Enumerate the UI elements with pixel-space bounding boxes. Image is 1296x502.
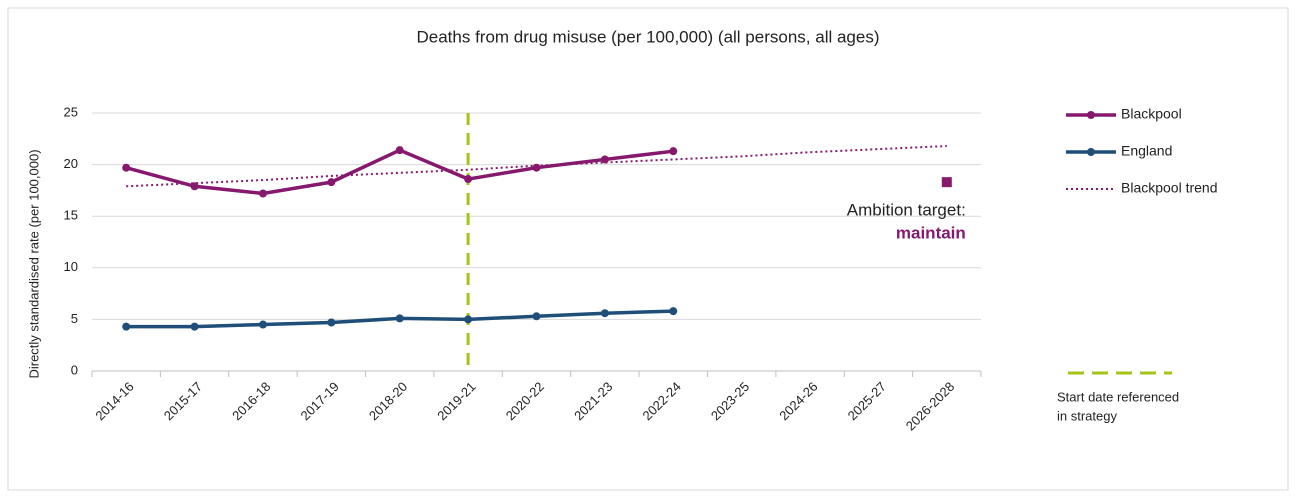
- data-point: [190, 322, 199, 331]
- data-point: [395, 314, 404, 323]
- data-point: [669, 147, 678, 156]
- data-point: [190, 182, 199, 191]
- legend-label: England: [1121, 143, 1172, 159]
- data-point: [327, 318, 336, 327]
- y-tick-label: 5: [71, 311, 78, 326]
- data-point: [464, 315, 473, 324]
- data-point: [464, 175, 473, 184]
- y-tick-label: 15: [64, 208, 78, 223]
- y-tick-label: 10: [64, 259, 78, 274]
- legend-reference-label: Start date referenced: [1057, 389, 1179, 404]
- target-marker: [941, 177, 952, 188]
- target-text: maintain: [896, 224, 966, 243]
- y-axis-label: Directly standardised rate (per 100,000): [26, 149, 41, 378]
- legend-marker: [1087, 148, 1095, 156]
- data-point: [532, 312, 541, 321]
- data-point: [395, 146, 404, 155]
- y-tick-label: 0: [71, 362, 78, 377]
- y-tick-label: 25: [64, 104, 78, 119]
- chart-frame: [7, 7, 1289, 491]
- series-line: [126, 145, 947, 188]
- chart-title: Deaths from drug misuse (per 100,000) (a…: [417, 27, 880, 46]
- y-tick-label: 20: [64, 156, 78, 171]
- data-point: [669, 307, 678, 316]
- legend-label: Blackpool: [1121, 106, 1182, 122]
- data-point: [600, 309, 609, 318]
- data-point: [122, 163, 131, 172]
- data-point: [327, 178, 336, 187]
- data-point: [258, 320, 267, 329]
- data-point: [122, 322, 131, 331]
- data-point: [258, 189, 267, 198]
- legend-label: Blackpool trend: [1121, 180, 1218, 196]
- legend-reference-label: in strategy: [1057, 408, 1117, 423]
- data-point: [600, 155, 609, 164]
- target-label: Ambition target:: [847, 201, 966, 220]
- legend-marker: [1087, 111, 1095, 119]
- data-point: [532, 163, 541, 172]
